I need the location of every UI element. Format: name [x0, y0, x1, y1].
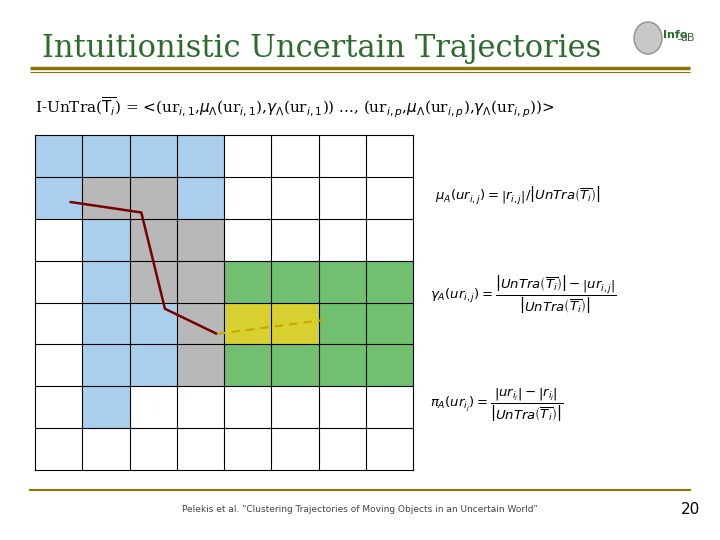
Bar — [130, 261, 176, 302]
Bar — [130, 219, 176, 261]
Text: $\pi_A(ur_{i_j}) = \dfrac{\left|ur_{i_j}\right| - \left|r_{i_j}\right|}{\left|Un: $\pi_A(ur_{i_j}) = \dfrac{\left|ur_{i_j}… — [430, 387, 563, 423]
Text: Pelekis et al. "Clustering Trajectories of Moving Objects in an Uncertain World": Pelekis et al. "Clustering Trajectories … — [182, 505, 538, 515]
Bar — [35, 135, 82, 177]
Bar — [176, 177, 224, 219]
Bar — [82, 177, 130, 219]
Text: aB: aB — [680, 33, 695, 43]
Bar — [130, 302, 176, 345]
Bar — [82, 135, 130, 177]
Bar — [366, 261, 413, 302]
Bar — [366, 302, 413, 345]
Text: $\mu_A(ur_{i,j}) = \left|r_{i,j}\right| / \left|UnTra\left(\overline{T_i}\right): $\mu_A(ur_{i,j}) = \left|r_{i,j}\right| … — [435, 184, 600, 206]
Text: 20: 20 — [680, 503, 700, 517]
Bar — [176, 261, 224, 302]
Ellipse shape — [634, 22, 662, 54]
Bar — [130, 219, 176, 261]
Bar — [130, 345, 176, 386]
Text: I-UnTra($\overline{\mathrm{T}_i}$) = <(ur$_{i,1}$,$\mu_\Lambda$(ur$_{i,1}$),$\ga: I-UnTra($\overline{\mathrm{T}_i}$) = <(u… — [35, 96, 554, 120]
Bar — [271, 302, 318, 345]
Bar — [224, 345, 271, 386]
Bar — [318, 261, 366, 302]
Bar — [82, 219, 130, 261]
Bar — [130, 135, 176, 177]
Bar — [82, 386, 130, 428]
Bar — [176, 219, 224, 261]
Bar — [82, 177, 130, 219]
Bar — [366, 345, 413, 386]
Text: Info: Info — [663, 30, 688, 40]
Bar — [224, 261, 271, 302]
Bar — [271, 261, 318, 302]
Bar — [35, 177, 82, 219]
Bar — [176, 219, 224, 261]
Bar — [176, 135, 224, 177]
Text: $\gamma_A(ur_{i,j}) = \dfrac{\left|UnTra\left(\overline{T_i}\right)\right| - \le: $\gamma_A(ur_{i,j}) = \dfrac{\left|UnTra… — [430, 274, 617, 316]
Bar — [82, 302, 130, 345]
Bar — [130, 177, 176, 219]
Bar — [271, 345, 318, 386]
Bar — [82, 261, 130, 302]
Bar — [318, 302, 366, 345]
Text: Intuitionistic Uncertain Trajectories: Intuitionistic Uncertain Trajectories — [42, 32, 601, 64]
Bar — [224, 302, 271, 345]
Bar — [130, 261, 176, 302]
Text: _: _ — [677, 31, 681, 40]
Bar — [176, 302, 224, 345]
Bar — [82, 345, 130, 386]
Bar — [224, 302, 271, 345]
Bar — [176, 345, 224, 386]
Bar — [176, 261, 224, 302]
Bar — [130, 177, 176, 219]
Bar — [271, 302, 318, 345]
Bar — [318, 345, 366, 386]
